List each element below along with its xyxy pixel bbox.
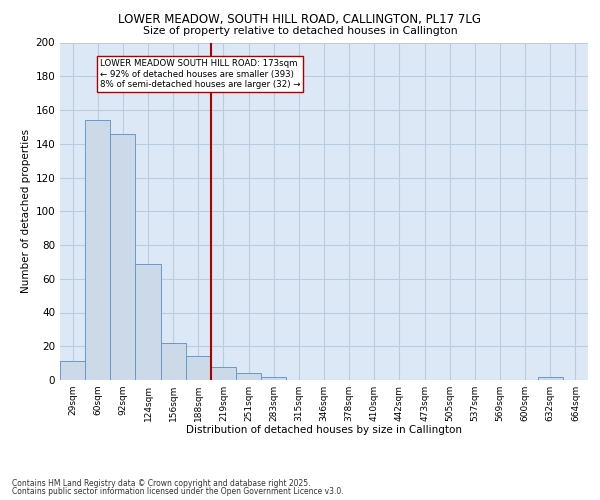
Text: Size of property relative to detached houses in Callington: Size of property relative to detached ho… — [143, 26, 457, 36]
X-axis label: Distribution of detached houses by size in Callington: Distribution of detached houses by size … — [186, 426, 462, 436]
Text: LOWER MEADOW, SOUTH HILL ROAD, CALLINGTON, PL17 7LG: LOWER MEADOW, SOUTH HILL ROAD, CALLINGTO… — [119, 12, 482, 26]
Bar — [161, 343, 186, 380]
Bar — [85, 120, 110, 380]
Bar — [186, 356, 211, 380]
Bar — [110, 134, 136, 380]
Text: Contains public sector information licensed under the Open Government Licence v3: Contains public sector information licen… — [12, 487, 344, 496]
Text: Contains HM Land Registry data © Crown copyright and database right 2025.: Contains HM Land Registry data © Crown c… — [12, 478, 311, 488]
Text: LOWER MEADOW SOUTH HILL ROAD: 173sqm
← 92% of detached houses are smaller (393)
: LOWER MEADOW SOUTH HILL ROAD: 173sqm ← 9… — [100, 60, 300, 89]
Bar — [136, 264, 161, 380]
Bar — [60, 362, 85, 380]
Bar — [211, 366, 236, 380]
Bar — [236, 373, 261, 380]
Bar — [261, 376, 286, 380]
Bar — [538, 376, 563, 380]
Y-axis label: Number of detached properties: Number of detached properties — [21, 129, 31, 294]
